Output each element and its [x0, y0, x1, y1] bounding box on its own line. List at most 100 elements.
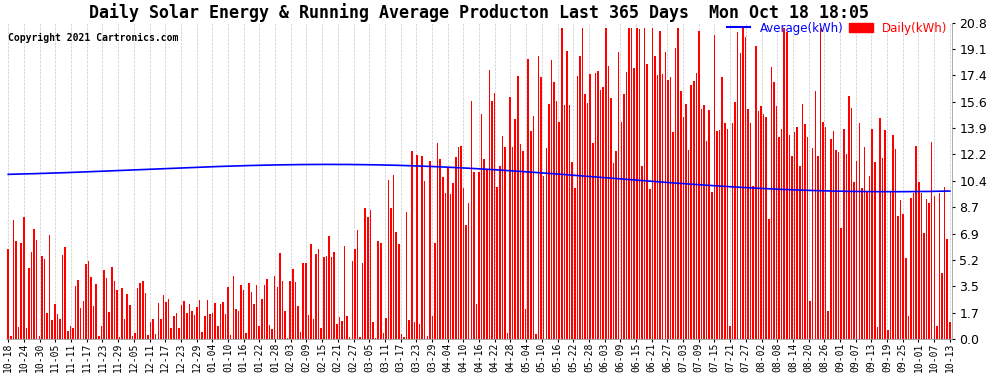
Bar	[802, 104, 803, 339]
Bar	[313, 319, 314, 339]
Bar	[334, 252, 335, 339]
Bar	[815, 91, 816, 339]
Bar	[605, 28, 607, 339]
Bar	[545, 147, 547, 339]
Bar	[887, 330, 888, 339]
Bar	[649, 189, 650, 339]
Bar	[95, 285, 97, 339]
Bar	[13, 220, 14, 339]
Bar	[191, 311, 193, 339]
Bar	[452, 183, 454, 339]
Bar	[194, 315, 195, 339]
Bar	[504, 147, 506, 339]
Bar	[385, 318, 387, 339]
Bar	[890, 191, 891, 339]
Bar	[730, 327, 731, 339]
Bar	[587, 104, 588, 339]
Bar	[274, 276, 275, 339]
Bar	[677, 28, 679, 339]
Bar	[807, 137, 808, 339]
Bar	[569, 105, 570, 339]
Bar	[432, 316, 434, 339]
Bar	[135, 333, 136, 339]
Bar	[398, 244, 400, 339]
Bar	[289, 280, 291, 339]
Bar	[56, 314, 58, 339]
Bar	[300, 332, 301, 339]
Bar	[152, 319, 153, 339]
Bar	[656, 75, 658, 339]
Bar	[382, 333, 384, 339]
Bar	[744, 38, 746, 339]
Bar	[183, 302, 185, 339]
Bar	[93, 306, 94, 339]
Bar	[489, 70, 490, 339]
Bar	[59, 319, 60, 339]
Bar	[248, 283, 249, 339]
Bar	[395, 232, 397, 339]
Bar	[429, 161, 431, 339]
Bar	[781, 129, 782, 339]
Bar	[512, 147, 514, 339]
Bar	[517, 76, 519, 339]
Bar	[212, 312, 214, 339]
Bar	[861, 188, 862, 339]
Bar	[918, 182, 920, 339]
Bar	[18, 327, 20, 339]
Bar	[817, 156, 819, 339]
Bar	[77, 280, 79, 339]
Bar	[812, 148, 814, 339]
Bar	[850, 108, 852, 339]
Bar	[64, 247, 66, 339]
Bar	[42, 256, 43, 339]
Bar	[618, 52, 620, 339]
Bar	[553, 82, 554, 339]
Bar	[690, 85, 692, 339]
Bar	[437, 143, 439, 339]
Bar	[789, 135, 790, 339]
Bar	[54, 304, 55, 339]
Title: Daily Solar Energy & Running Average Producton Last 365 Days  Mon Oct 18 18:05: Daily Solar Energy & Running Average Pro…	[89, 3, 869, 22]
Bar	[841, 228, 842, 339]
Bar	[900, 201, 902, 339]
Bar	[243, 290, 245, 339]
Bar	[696, 73, 697, 339]
Bar	[468, 203, 469, 339]
Bar	[181, 305, 182, 339]
Bar	[675, 48, 676, 339]
Bar	[584, 94, 586, 339]
Bar	[856, 161, 857, 339]
Bar	[810, 301, 811, 339]
Bar	[103, 270, 105, 339]
Bar	[310, 244, 312, 339]
Bar	[15, 242, 17, 339]
Bar	[28, 268, 30, 339]
Bar	[440, 159, 441, 339]
Bar	[828, 310, 829, 339]
Bar	[416, 155, 418, 339]
Bar	[820, 28, 822, 339]
Bar	[258, 326, 260, 339]
Bar	[749, 123, 751, 339]
Bar	[747, 109, 748, 339]
Bar	[31, 252, 33, 339]
Bar	[401, 334, 402, 339]
Bar	[129, 304, 131, 339]
Bar	[541, 76, 542, 339]
Bar	[636, 28, 638, 339]
Bar	[90, 277, 92, 339]
Bar	[934, 196, 936, 339]
Bar	[305, 263, 307, 339]
Bar	[359, 337, 360, 339]
Bar	[393, 175, 394, 339]
Bar	[706, 141, 708, 339]
Bar	[61, 255, 63, 339]
Bar	[409, 320, 410, 339]
Bar	[765, 117, 767, 339]
Bar	[44, 259, 46, 339]
Legend: Average(kWh), Daily(kWh): Average(kWh), Daily(kWh)	[722, 17, 952, 39]
Bar	[406, 212, 408, 339]
Bar	[680, 91, 681, 339]
Bar	[346, 316, 347, 339]
Bar	[903, 214, 904, 339]
